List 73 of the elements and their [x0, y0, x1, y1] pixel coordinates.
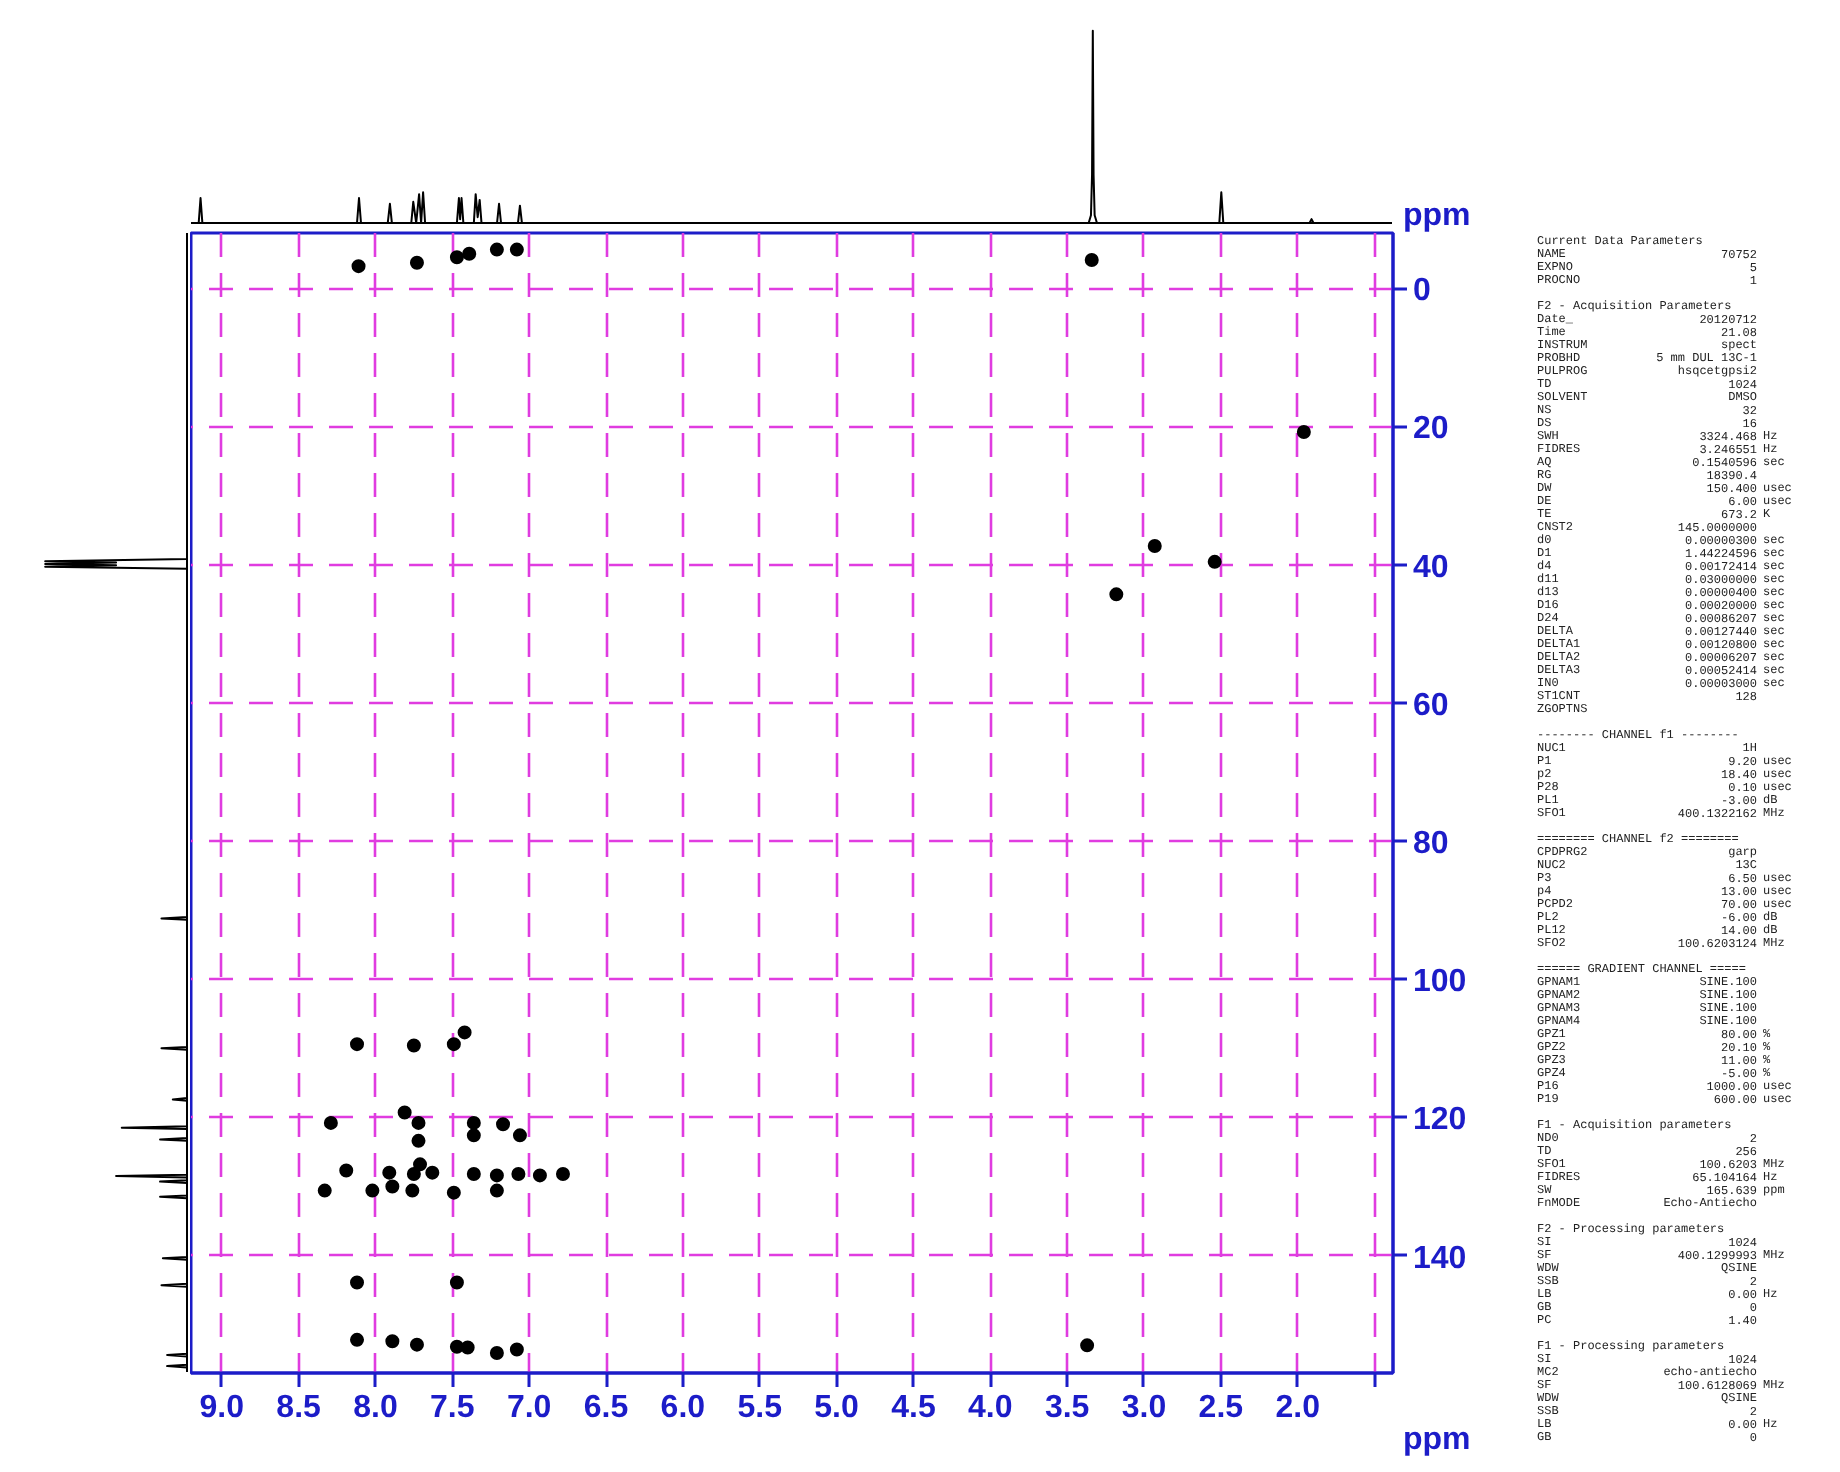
point — [413, 1157, 428, 1172]
point — [385, 1179, 400, 1194]
x-tick-label: 9.0 — [199, 1391, 245, 1425]
x-tick-label: 4.5 — [891, 1391, 936, 1425]
point — [532, 1168, 547, 1183]
x-tick-label: 4.0 — [968, 1391, 1013, 1425]
point — [509, 1342, 524, 1357]
y-tick-label: 80 — [1413, 827, 1449, 861]
point — [350, 1275, 365, 1290]
point — [405, 1183, 420, 1198]
point — [1207, 554, 1222, 569]
point — [397, 1105, 412, 1120]
x-tick-label: 7.5 — [430, 1391, 475, 1425]
point — [409, 1337, 424, 1352]
x-tick-label: 8.5 — [276, 1391, 322, 1425]
point — [466, 1115, 481, 1130]
point — [489, 1345, 504, 1360]
y-tick-label: 0 — [1413, 274, 1431, 309]
point — [411, 1133, 426, 1148]
point — [406, 1167, 421, 1182]
point — [511, 1167, 526, 1182]
point — [457, 1025, 472, 1040]
y-tick-label: 20 — [1413, 412, 1449, 447]
point — [555, 1167, 570, 1182]
y-axis-title: ppm — [1403, 199, 1471, 233]
point — [449, 1275, 464, 1290]
point — [466, 1128, 481, 1143]
point — [382, 1165, 397, 1180]
point — [339, 1163, 354, 1178]
y-tick-label: 120 — [1413, 1103, 1467, 1138]
point — [317, 1183, 332, 1198]
point — [1147, 538, 1162, 553]
point — [425, 1165, 440, 1180]
point — [351, 259, 366, 274]
point — [446, 1037, 461, 1052]
point — [449, 250, 464, 265]
point — [1296, 424, 1311, 439]
point — [489, 1183, 504, 1198]
point — [446, 1185, 461, 1200]
point — [1109, 587, 1124, 602]
point — [1084, 252, 1099, 267]
x-tick-label: 5.0 — [814, 1391, 860, 1425]
point — [509, 242, 524, 257]
point — [323, 1115, 338, 1130]
x-tick-label: 6.5 — [583, 1391, 629, 1425]
x-tick-label: 7.0 — [506, 1391, 552, 1425]
point — [489, 1168, 504, 1183]
point — [365, 1183, 380, 1198]
point — [350, 1037, 365, 1052]
y-tick-label: 60 — [1413, 688, 1449, 723]
x-tick-label: 3.5 — [1044, 1391, 1090, 1425]
x-tick-label: 5.5 — [737, 1391, 783, 1425]
y-tick-label: 140 — [1413, 1241, 1467, 1276]
y-tick-label: 40 — [1413, 550, 1449, 585]
point — [350, 1332, 365, 1347]
point — [496, 1117, 511, 1132]
point — [489, 242, 504, 257]
point — [512, 1128, 527, 1143]
point — [1080, 1338, 1095, 1353]
point — [406, 1038, 421, 1053]
x-tick-label: 3.0 — [1121, 1391, 1167, 1425]
point — [385, 1334, 400, 1349]
x-tick-label: 2.0 — [1275, 1391, 1321, 1425]
y-tick-label: 100 — [1413, 965, 1467, 1000]
x-tick-label: 2.5 — [1198, 1391, 1244, 1425]
point — [460, 1340, 475, 1355]
point — [409, 255, 424, 270]
x-tick-label: 8.0 — [353, 1391, 398, 1425]
point — [462, 246, 477, 261]
x-tick-label: 6.0 — [660, 1391, 706, 1425]
x-axis-title: ppm — [1403, 1423, 1471, 1457]
point — [466, 1167, 481, 1182]
point — [411, 1115, 426, 1130]
